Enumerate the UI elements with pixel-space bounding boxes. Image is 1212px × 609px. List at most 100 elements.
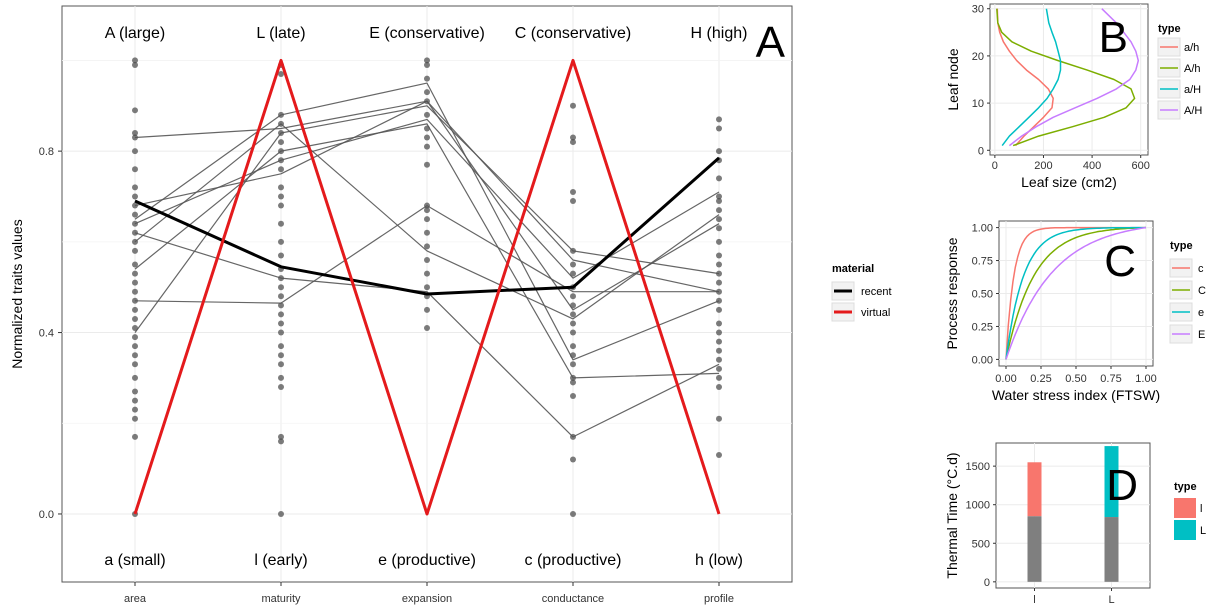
panel-a-data-point	[132, 220, 138, 227]
panel-a-data-point	[278, 361, 284, 368]
panel-c-x-tick-label: 0.00	[995, 373, 1016, 385]
panel-b-y-axis-label: Leaf node	[945, 48, 961, 110]
panel-a-top-label: C (conservative)	[515, 25, 631, 42]
panel-a-data-point	[716, 125, 722, 132]
panel-a-data-point	[716, 252, 722, 259]
panel-a-letter: A	[756, 18, 786, 67]
panel-a-data-point	[424, 89, 430, 96]
panel-b-series-A-H	[1008, 8, 1140, 147]
panel-a-data-point	[570, 102, 576, 109]
panel-c-x-tick-label: 0.25	[1030, 373, 1051, 385]
panel-d-bar-base	[1104, 517, 1119, 582]
panel-a-data-point	[716, 338, 722, 345]
panel-a-data-point	[570, 261, 576, 268]
panel-a-data-point	[424, 256, 430, 263]
panel-d-legend-swatch	[1174, 498, 1196, 518]
panel-a-data-point	[716, 383, 722, 390]
panel-a-data-point	[716, 193, 722, 200]
panel-c-legend-label: E	[1198, 329, 1205, 341]
panel-d-bar-top	[1027, 462, 1042, 517]
panel-a-data-point	[278, 302, 284, 309]
panel-d-y-axis-label: Thermal Time (°C.d)	[944, 452, 960, 578]
panel-c-x-tick-label: 0.75	[1100, 373, 1121, 385]
panel-a-legend-label: virtual	[861, 307, 890, 319]
panel-a-legend-title: material	[832, 263, 874, 275]
panel-a-data-point	[132, 374, 138, 381]
panel-a-bottom-label: e (productive)	[378, 552, 476, 569]
panel-a-series-recent	[134, 156, 720, 296]
panel-a-data-point	[278, 202, 284, 209]
panel-a-genotype-line	[134, 232, 720, 438]
panel-a-data-point	[570, 393, 576, 400]
panel-a-data-point	[570, 343, 576, 350]
panel-a-data-point	[570, 311, 576, 318]
panel-a-data-point	[132, 415, 138, 422]
panel-a-bottom-label: h (low)	[695, 552, 743, 569]
panel-a-data-point	[424, 216, 430, 223]
panel-a-data-point	[278, 352, 284, 359]
panel-b-x-tick-label: 200	[1034, 160, 1052, 172]
panel-a-data-point	[132, 288, 138, 295]
panel-a-top-label: A (large)	[105, 25, 165, 42]
panel-c-x-axis-label: Water stress index (FTSW)	[992, 387, 1160, 403]
panel-c-y-tick-label: 0.75	[972, 256, 993, 268]
panel-a-data-point	[278, 252, 284, 259]
panel-b-legend-label: a/h	[1184, 42, 1199, 54]
panel-a-data-point	[716, 347, 722, 354]
panel-a-data-point	[278, 193, 284, 200]
panel-a-data-point	[132, 61, 138, 68]
panel-c-x-tick-label: 0.50	[1065, 373, 1086, 385]
panel-d-legend-swatch	[1174, 520, 1196, 540]
panel-a-data-point	[132, 343, 138, 350]
panel-a-data-point	[132, 325, 138, 332]
panel-a-data-point	[716, 329, 722, 336]
panel-d-legend-label: L	[1200, 525, 1206, 537]
panel-b-series-A-h	[996, 8, 1136, 147]
panel-d-legend-title: type	[1174, 481, 1197, 493]
panel-a-data-point	[716, 116, 722, 123]
panel-a-data-point	[278, 311, 284, 318]
panel-c-legend-label: e	[1198, 307, 1204, 319]
panel-a-data-point	[424, 325, 430, 332]
panel-a-data-point	[424, 57, 430, 64]
panel-a-data-point	[570, 188, 576, 195]
panel-a-genotype-line	[134, 123, 720, 320]
panel-b-x-tick-label: 400	[1083, 160, 1101, 172]
panel-a-data-point	[132, 270, 138, 277]
panel-d-legend-label: l	[1200, 503, 1202, 515]
panel-a-data-point	[132, 166, 138, 173]
panel-a-data-point	[716, 279, 722, 286]
panel-a-data-point	[132, 315, 138, 322]
panel-a-genotype-line	[134, 100, 720, 293]
panel-a-data-point	[570, 510, 576, 517]
panel-a-data-point	[132, 229, 138, 236]
panel-a-data-point	[716, 148, 722, 155]
panel-a-y-tick-label: 0.8	[39, 146, 54, 158]
panel-a-x-tick-label: area	[124, 593, 147, 605]
panel-a-y-axis-label: Normalized traits values	[9, 219, 25, 368]
panel-a-data-point	[132, 193, 138, 200]
panel-a-data-point	[278, 238, 284, 245]
panel-c-legend-label: c	[1198, 263, 1204, 275]
panel-a-genotype-line	[134, 82, 720, 361]
panel-a-data-point	[132, 148, 138, 155]
panel-a-data-point	[570, 329, 576, 336]
panel-a-data-point	[278, 320, 284, 327]
panel-d-bar-base	[1027, 516, 1042, 582]
panel-c-y-tick-label: 1.00	[972, 223, 993, 235]
panel-d-x-tick-label: l	[1033, 594, 1035, 606]
panel-b-series-a-h	[996, 8, 1054, 147]
panel-a-data-point	[716, 365, 722, 372]
panel-a-bottom-label: l (early)	[254, 552, 307, 569]
panel-a-genotype-line	[134, 123, 720, 379]
panel-d-bar-top	[1104, 446, 1119, 518]
panel-a-data-point	[132, 433, 138, 440]
panel-a-data-point	[132, 107, 138, 114]
panel-c-series-E	[1005, 226, 1147, 360]
panel-c-y-tick-label: 0.00	[972, 354, 993, 366]
panel-a-data-point	[278, 433, 284, 440]
panel-a-data-point	[132, 406, 138, 413]
panel-a-data-point	[570, 134, 576, 141]
panel-a-data-point	[132, 57, 138, 64]
